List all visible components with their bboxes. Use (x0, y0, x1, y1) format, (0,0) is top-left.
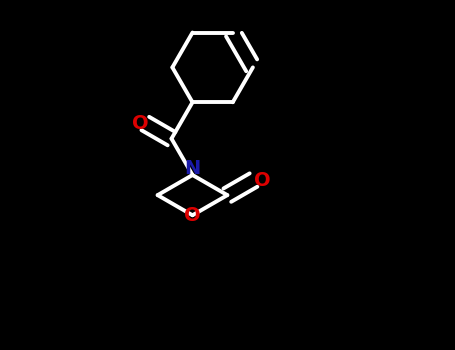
Text: N: N (184, 159, 201, 178)
Text: O: O (184, 206, 201, 225)
Text: O: O (254, 170, 271, 190)
Text: O: O (132, 114, 148, 133)
